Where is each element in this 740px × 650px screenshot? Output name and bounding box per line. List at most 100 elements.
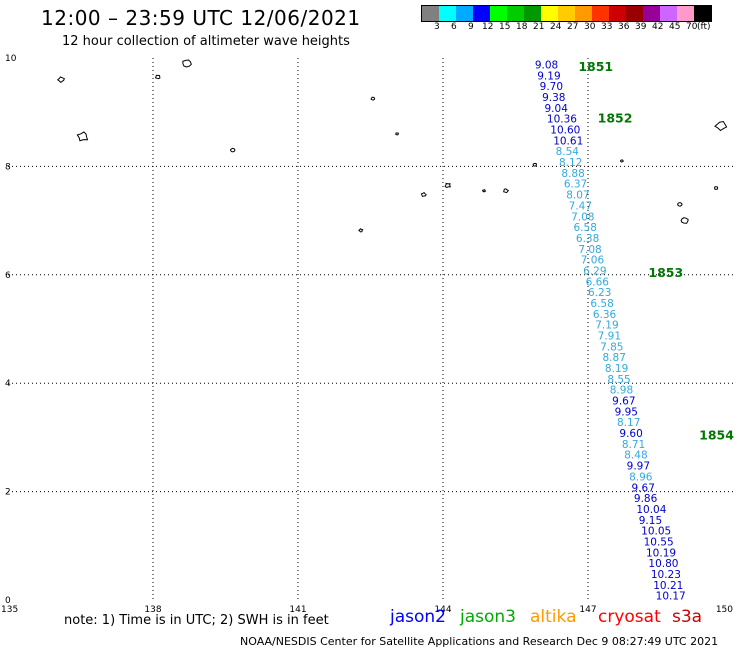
color-swatch	[422, 6, 439, 21]
y-tick-label: 4	[5, 379, 11, 389]
swh-value-label: 6.36	[593, 309, 617, 321]
satellite-legend-s3a: s3a	[672, 607, 703, 627]
swh-value-label: 7.08	[571, 211, 594, 223]
satellite-legend-altika: altika	[530, 607, 577, 627]
swh-value-label: 6.37	[564, 179, 587, 191]
swh-value-label: 8.54	[556, 146, 580, 158]
color-scale-labels: 3 6 9 12 15 18 21 24 27 30 33 36 39 42 45 70 (ft)	[421, 22, 740, 34]
color-swatch	[524, 6, 541, 21]
units-note: note: 1) Time is in UTC; 2) SWH is in fe…	[64, 613, 329, 628]
swh-value-label: 8.96	[629, 471, 653, 483]
color-scale-label: 18	[516, 22, 528, 32]
swh-value-label: 6.23	[588, 287, 611, 299]
swh-value-label: 8.71	[622, 439, 645, 451]
x-tick-label: 138	[144, 605, 161, 615]
island-outline	[420, 191, 427, 197]
swh-value-label: 10.36	[547, 114, 577, 126]
swh-value-label: 7.08	[578, 244, 601, 256]
footer-credit: NOAA/NESDIS Center for Satellite Applica…	[240, 635, 719, 648]
swh-value-label: 9.08	[535, 60, 558, 72]
y-tick-label: 2	[5, 488, 11, 498]
swh-value-label: 8.17	[617, 417, 640, 429]
color-scale-label: 24	[550, 22, 562, 32]
color-scale-label: 6	[451, 22, 457, 32]
swh-value-label: 10.61	[553, 135, 583, 147]
swh-value-label: 10.55	[644, 536, 674, 548]
color-swatch	[592, 6, 609, 21]
time-marker-label: 1853	[648, 265, 683, 280]
x-tick-label: 147	[579, 605, 596, 615]
color-swatch	[541, 6, 558, 21]
swh-value-label: 9.86	[634, 493, 658, 505]
swh-value-label: 8.07	[566, 190, 589, 202]
swh-value-label: 6.58	[574, 222, 597, 234]
x-tick-label: 144	[434, 605, 451, 615]
island-outline	[532, 162, 538, 167]
swh-value-label: 10.80	[648, 558, 678, 570]
swh-value-label: 7.85	[600, 341, 623, 353]
island-outline	[154, 74, 161, 80]
satellite-legend-jason3: jason3	[460, 607, 516, 627]
swh-value-label: 7.47	[569, 200, 592, 212]
color-scale-label: 3	[434, 22, 440, 32]
color-swatch	[677, 6, 694, 21]
swh-value-label: 9.67	[612, 396, 635, 408]
color-swatch	[694, 6, 711, 21]
island-outline	[677, 202, 683, 207]
color-scale-label: 39	[635, 22, 647, 32]
swh-value-label: 9.15	[639, 515, 662, 527]
swh-value-label: 8.12	[559, 157, 582, 169]
swh-value-label: 9.67	[632, 482, 655, 494]
color-scale-label: 45	[669, 22, 681, 32]
swh-value-label: 8.88	[561, 168, 584, 180]
swh-value-label: 8.48	[624, 450, 647, 462]
map-title: 12:00 – 23:59 UTC 12/06/2021	[41, 6, 361, 30]
swh-value-label: 6.38	[576, 233, 599, 245]
swh-value-label: 9.38	[542, 92, 565, 104]
color-scale-label: 9	[468, 22, 474, 32]
island-outline	[229, 147, 236, 153]
island-outline	[619, 159, 624, 163]
satellite-legend-cryosat: cryosat	[598, 607, 661, 627]
swh-value-label: 9.60	[619, 428, 642, 440]
color-scale-bar	[421, 5, 712, 22]
color-scale-label: 33	[601, 22, 613, 32]
island-outline	[358, 228, 364, 233]
color-scale-label: 21	[533, 22, 545, 32]
color-swatch	[507, 6, 524, 21]
swh-value-label: 6.29	[583, 265, 606, 277]
island-outline	[395, 132, 399, 136]
swh-value-label: 6.58	[590, 298, 613, 310]
swh-value-label: 9.04	[545, 103, 569, 115]
island-outline	[56, 76, 65, 84]
island-outline	[680, 217, 689, 224]
swh-value-label: 10.19	[646, 547, 676, 559]
time-marker-label: 1854	[699, 428, 734, 443]
color-swatch	[660, 6, 677, 21]
x-tick-label: 141	[289, 605, 306, 615]
swh-value-label: 9.19	[537, 70, 560, 82]
island-outline	[444, 182, 452, 189]
island-outline	[76, 131, 89, 142]
color-swatch	[643, 6, 660, 21]
y-tick-label: 10	[5, 54, 17, 64]
swh-value-label: 10.05	[641, 526, 671, 538]
swh-value-label: 6.66	[586, 276, 610, 288]
color-swatch	[558, 6, 575, 21]
time-marker-label: 1852	[598, 111, 633, 126]
color-scale-label: 12	[482, 22, 494, 32]
x-tick-label: 135	[1, 605, 18, 615]
y-tick-label: 8	[5, 162, 11, 172]
island-outline	[370, 96, 376, 101]
island-outline	[182, 59, 192, 68]
color-swatch	[490, 6, 507, 21]
color-scale-label: 36	[618, 22, 630, 32]
island-outline	[482, 189, 487, 193]
swh-value-label: 10.21	[653, 580, 683, 592]
swh-value-label: 9.70	[540, 81, 563, 93]
swh-value-label: 7.06	[581, 255, 605, 267]
map-subtitle: 12 hour collection of altimeter wave hei…	[62, 34, 350, 49]
swh-value-label: 10.23	[651, 569, 681, 581]
swh-value-label: 10.60	[550, 125, 580, 137]
